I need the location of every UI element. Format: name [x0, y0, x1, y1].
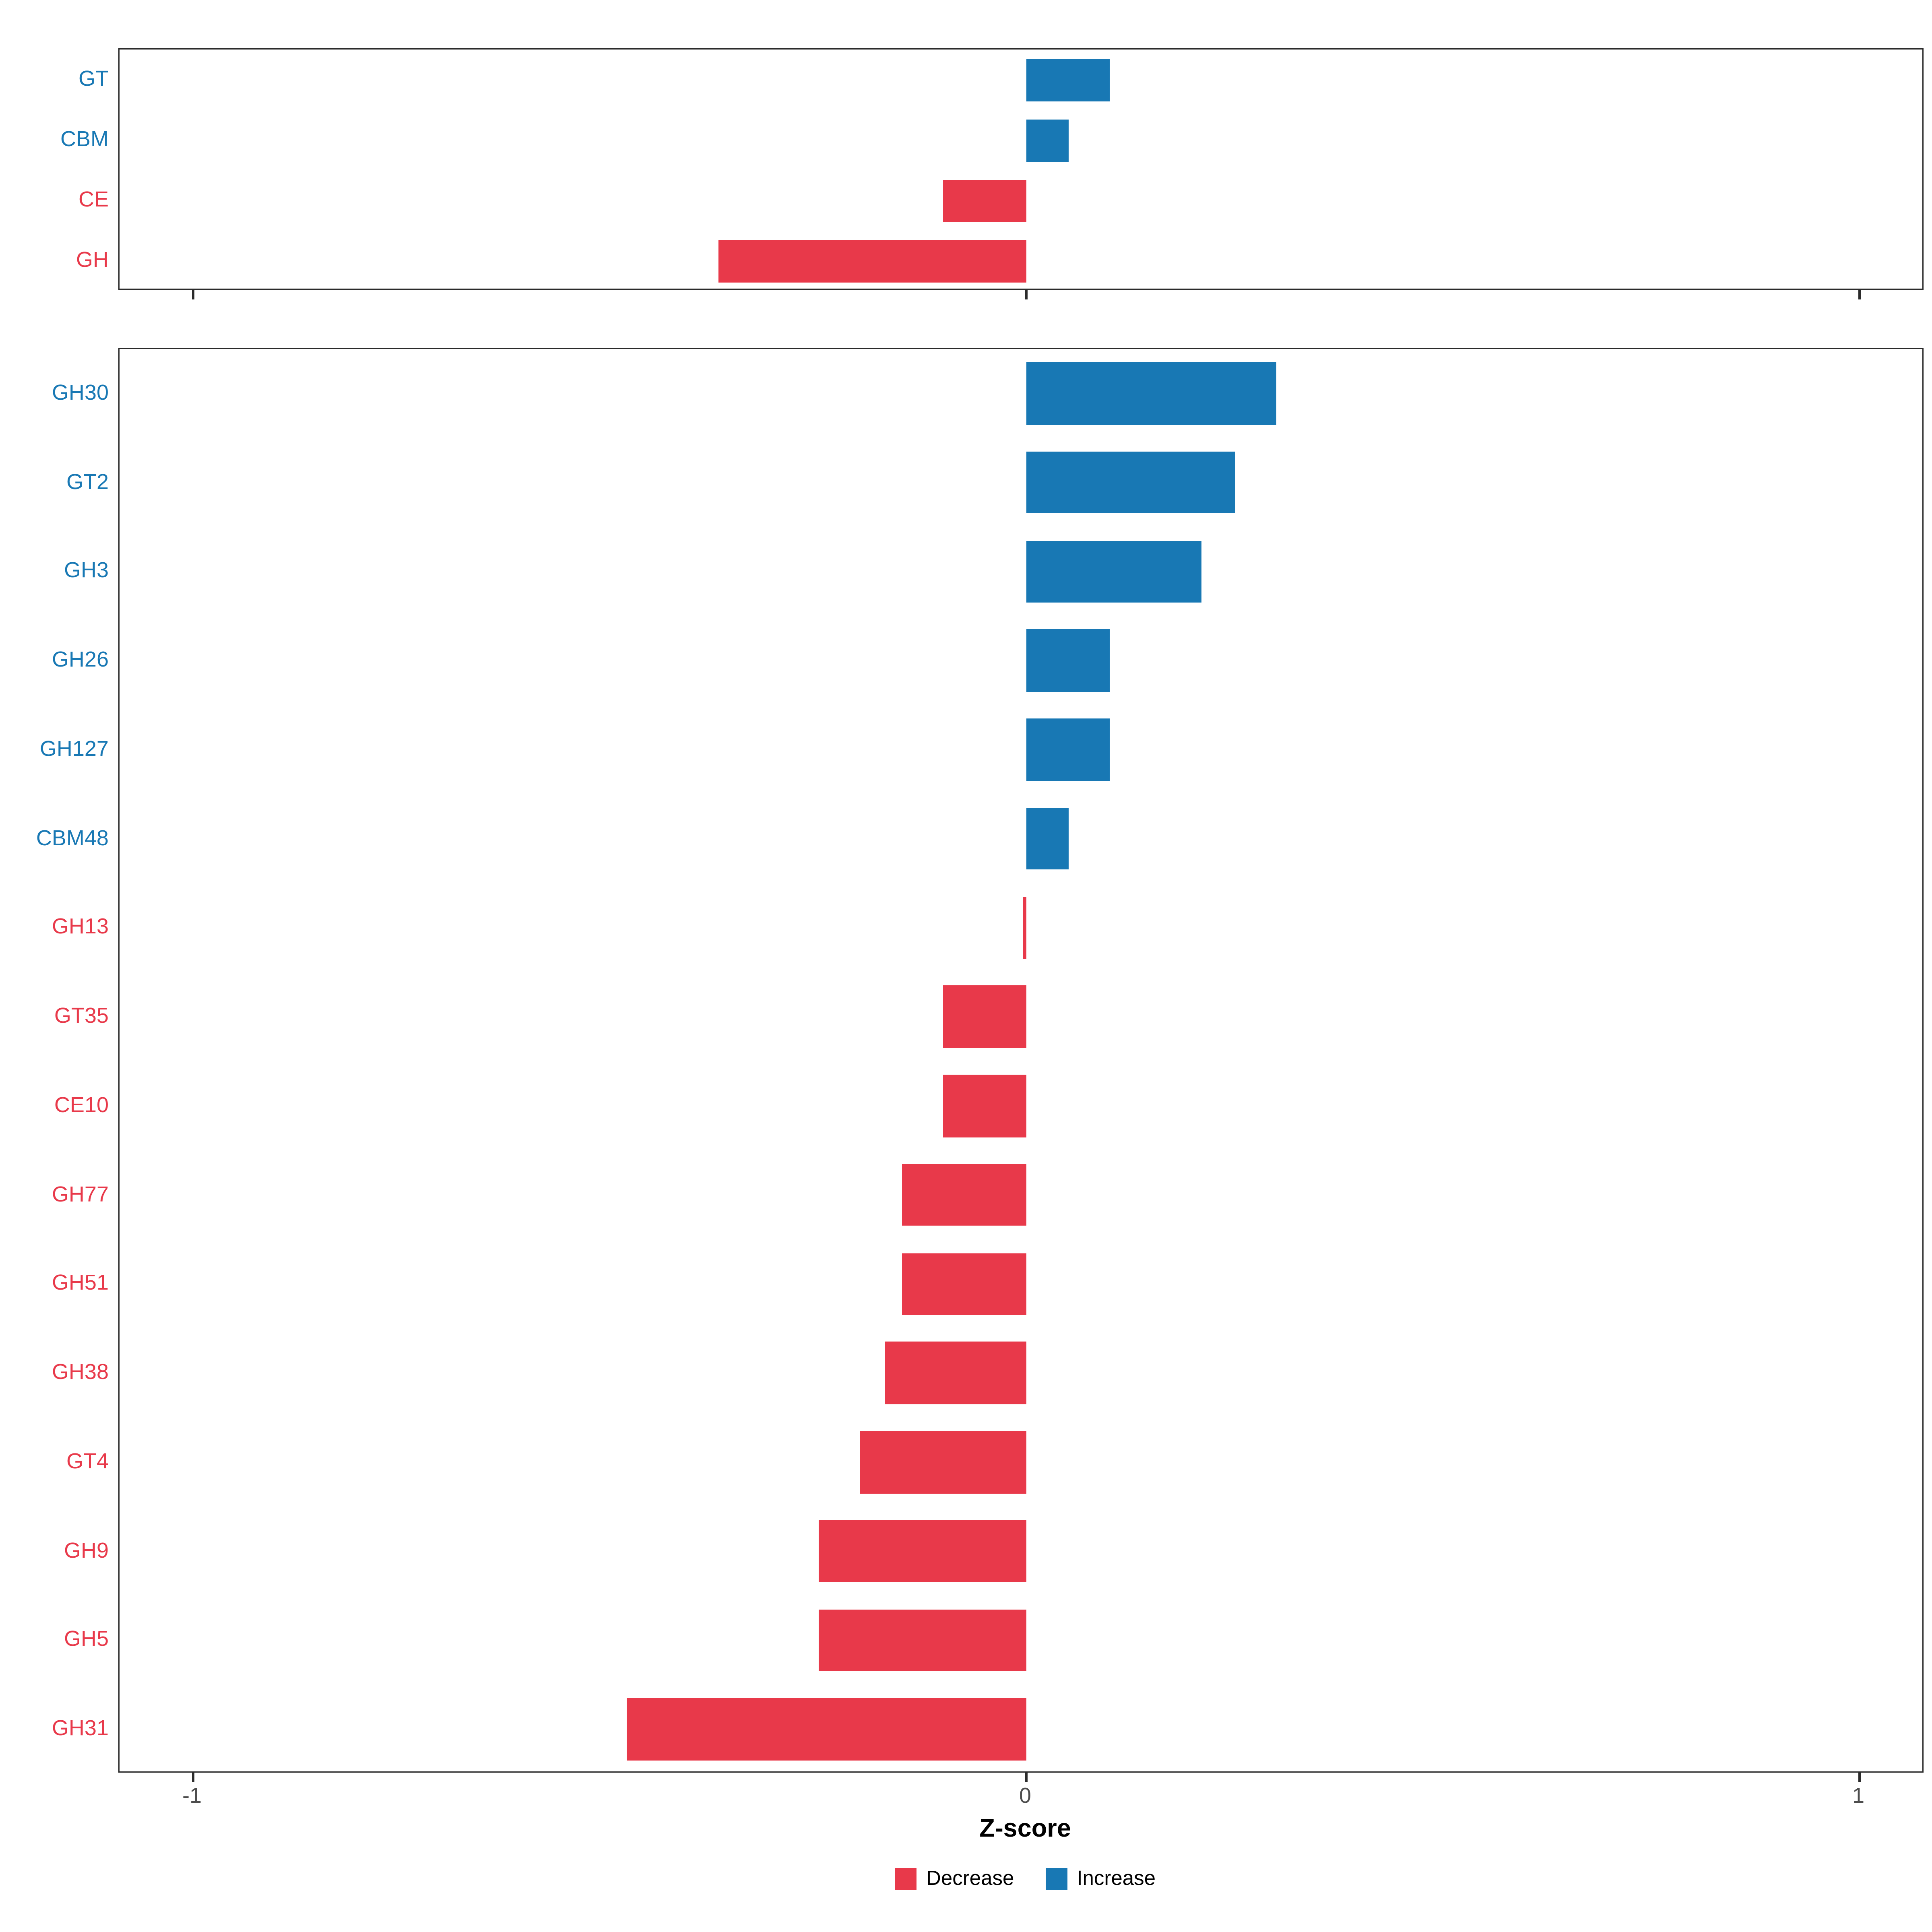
category-label-GH5: GH5: [64, 1627, 109, 1651]
legend: Decrease Increase: [895, 1867, 1156, 1891]
category-label-GT35: GT35: [54, 1003, 109, 1028]
x-axis-tick-label: 0: [1019, 1783, 1032, 1808]
bar-CE10: [943, 1075, 1026, 1137]
category-label-GH30: GH30: [52, 380, 109, 405]
category-label-GH77: GH77: [52, 1181, 109, 1206]
bar-CBM: [1026, 119, 1068, 161]
bar-CBM48: [1026, 807, 1068, 870]
decrease-swatch: [895, 1868, 917, 1890]
category-label-GH51: GH51: [52, 1271, 109, 1295]
legend-item-increase: Increase: [1045, 1867, 1156, 1891]
x-axis-tick: [1025, 290, 1027, 299]
bar-GT4: [860, 1431, 1026, 1494]
bar-GH3: [1026, 540, 1201, 603]
category-label-GH: GH: [76, 248, 109, 272]
bar-GH9: [818, 1520, 1026, 1583]
category-label-GH127: GH127: [39, 736, 109, 761]
legend-label-decrease: Decrease: [926, 1867, 1014, 1890]
category-label-CE: CE: [78, 187, 109, 211]
x-axis-tick: [192, 290, 194, 299]
category-label-CBM: CBM: [60, 127, 109, 151]
panel-family-level: [118, 348, 1924, 1773]
category-label-CBM48: CBM48: [36, 825, 109, 850]
bar-GH13: [1022, 896, 1026, 959]
x-axis-tick-label: 1: [1852, 1783, 1865, 1808]
legend-item-decrease: Decrease: [895, 1867, 1014, 1891]
x-axis-tick: [1858, 290, 1860, 299]
bar-GH30: [1026, 362, 1276, 425]
bar-GH38: [885, 1342, 1026, 1404]
category-label-GT4: GT4: [66, 1449, 109, 1473]
category-label-GT: GT: [78, 66, 109, 91]
category-label-CE10: CE10: [54, 1092, 109, 1117]
bar-GH: [718, 239, 1026, 282]
x-axis-tick-label: -1: [182, 1783, 202, 1808]
category-label-GH3: GH3: [64, 558, 109, 583]
bar-CE: [943, 179, 1026, 222]
bar-GH51: [901, 1253, 1026, 1315]
category-label-GH38: GH38: [52, 1360, 109, 1384]
bar-GT: [1026, 58, 1110, 101]
increase-swatch: [1045, 1868, 1067, 1890]
bar-GT35: [943, 985, 1026, 1048]
legend-label-increase: Increase: [1077, 1867, 1156, 1890]
category-label-GH31: GH31: [52, 1716, 109, 1740]
category-label-GH26: GH26: [52, 647, 109, 672]
panel-class-level: [118, 48, 1924, 290]
bar-GT2: [1026, 451, 1235, 514]
bar-GH77: [901, 1164, 1026, 1226]
x-axis-tick: [1025, 1773, 1027, 1782]
category-label-GH9: GH9: [64, 1538, 109, 1562]
category-label-GT2: GT2: [66, 469, 109, 493]
bar-GH5: [818, 1609, 1026, 1672]
x-axis-tick: [192, 1773, 194, 1782]
x-axis-title: Z-score: [979, 1815, 1071, 1843]
bar-GH31: [626, 1698, 1026, 1761]
x-axis-tick: [1858, 1773, 1860, 1782]
bar-GH127: [1026, 718, 1110, 781]
bar-GH26: [1026, 629, 1110, 692]
category-label-GH13: GH13: [52, 914, 109, 939]
